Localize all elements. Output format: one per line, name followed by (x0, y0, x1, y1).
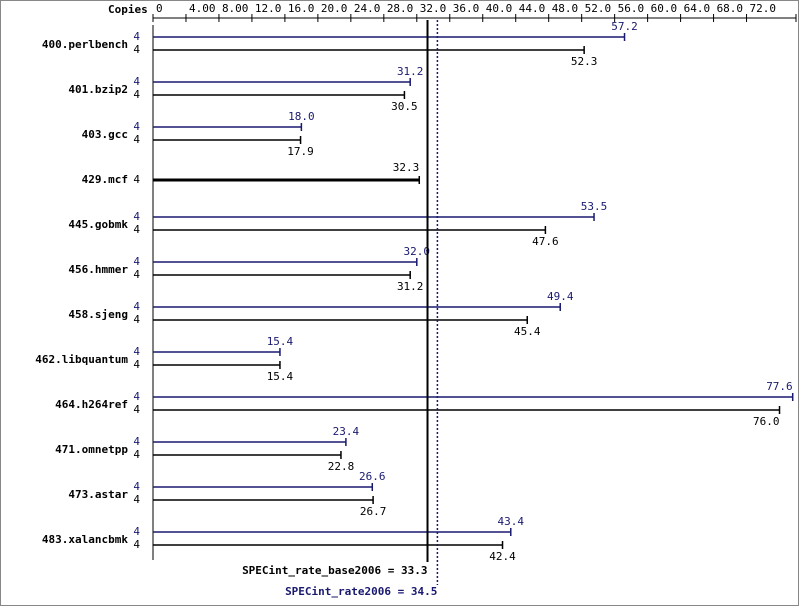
x-tick-label: 64.0 (684, 2, 711, 15)
x-tick-label: 8.00 (222, 2, 249, 15)
value-label: 31.2 (397, 280, 424, 293)
value-label: 31.2 (397, 65, 424, 78)
value-label: 53.5 (581, 200, 608, 213)
category-label: 429.mcf (82, 173, 128, 186)
x-tick-label: 32.0 (420, 2, 447, 15)
x-tick-label: 36.0 (453, 2, 480, 15)
value-label: 49.4 (547, 290, 574, 303)
copies-label: 4 (133, 223, 140, 236)
copies-label: 4 (133, 255, 140, 268)
x-tick-label: 40.0 (486, 2, 513, 15)
category-label: 458.sjeng (68, 308, 128, 321)
category-label: 473.astar (68, 488, 128, 501)
category-label: 471.omnetpp (55, 443, 128, 456)
value-label: 76.0 (753, 415, 780, 428)
x-tick-label: 44.0 (519, 2, 546, 15)
x-tick-label: 60.0 (651, 2, 678, 15)
value-label: 18.0 (288, 110, 315, 123)
category-label: 401.bzip2 (68, 83, 128, 96)
value-label: 52.3 (571, 55, 598, 68)
reference-label: SPECint_rate_base2006 = 33.3 (242, 564, 427, 577)
value-label: 32.0 (404, 245, 431, 258)
value-label: 32.3 (393, 161, 420, 174)
copies-label: 4 (133, 43, 140, 56)
value-label: 15.4 (267, 335, 294, 348)
copies-label: 4 (133, 30, 140, 43)
copies-label: 4 (133, 358, 140, 371)
value-label: 23.4 (333, 425, 360, 438)
value-label: 26.6 (359, 470, 386, 483)
x-tick-label: 24.0 (354, 2, 381, 15)
copies-label: 4 (133, 300, 140, 313)
value-label: 22.8 (328, 460, 355, 473)
value-label: 77.6 (766, 380, 793, 393)
copies-label: 4 (133, 313, 140, 326)
value-label: 30.5 (391, 100, 418, 113)
category-label: 400.perlbench (42, 38, 128, 51)
x-tick-label: 52.0 (585, 2, 612, 15)
category-label: 445.gobmk (68, 218, 128, 231)
copies-label: 4 (133, 88, 140, 101)
x-tick-label: 4.00 (189, 2, 216, 15)
x-tick-label: 48.0 (552, 2, 579, 15)
category-label: 462.libquantum (35, 353, 128, 366)
copies-label: 4 (133, 210, 140, 223)
copies-label: 4 (133, 173, 140, 186)
copies-label: 4 (133, 480, 140, 493)
value-label: 15.4 (267, 370, 294, 383)
copies-label: 4 (133, 75, 140, 88)
copies-label: 4 (133, 345, 140, 358)
x-tick-label: 28.0 (387, 2, 414, 15)
reference-label: SPECint_rate2006 = 34.5 (285, 585, 437, 598)
x-tick-label: 0 (156, 2, 163, 15)
copies-label: 4 (133, 493, 140, 506)
category-label: 456.hmmer (68, 263, 128, 276)
copies-label: 4 (133, 448, 140, 461)
value-label: 57.2 (611, 20, 638, 33)
copies-label: 4 (133, 435, 140, 448)
category-label: 483.xalancbmk (42, 533, 128, 546)
x-tick-label: 12.0 (255, 2, 282, 15)
value-label: 26.7 (360, 505, 387, 518)
value-label: 17.9 (287, 145, 314, 158)
x-tick-label: 68.0 (717, 2, 744, 15)
value-label: 47.6 (532, 235, 559, 248)
copies-label: 4 (133, 525, 140, 538)
x-tick-label: 72.0 (750, 2, 777, 15)
category-label: 403.gcc (82, 128, 128, 141)
value-label: 43.4 (498, 515, 525, 528)
category-label: 464.h264ref (55, 398, 128, 411)
copies-label: 4 (133, 390, 140, 403)
x-tick-label: 16.0 (288, 2, 315, 15)
copies-label: 4 (133, 538, 140, 551)
value-label: 42.4 (489, 550, 516, 563)
copies-header: Copies (108, 3, 148, 16)
value-label: 45.4 (514, 325, 541, 338)
copies-label: 4 (133, 120, 140, 133)
copies-label: 4 (133, 268, 140, 281)
x-tick-label: 56.0 (618, 2, 645, 15)
copies-label: 4 (133, 403, 140, 416)
copies-label: 4 (133, 133, 140, 146)
x-tick-label: 20.0 (321, 2, 348, 15)
